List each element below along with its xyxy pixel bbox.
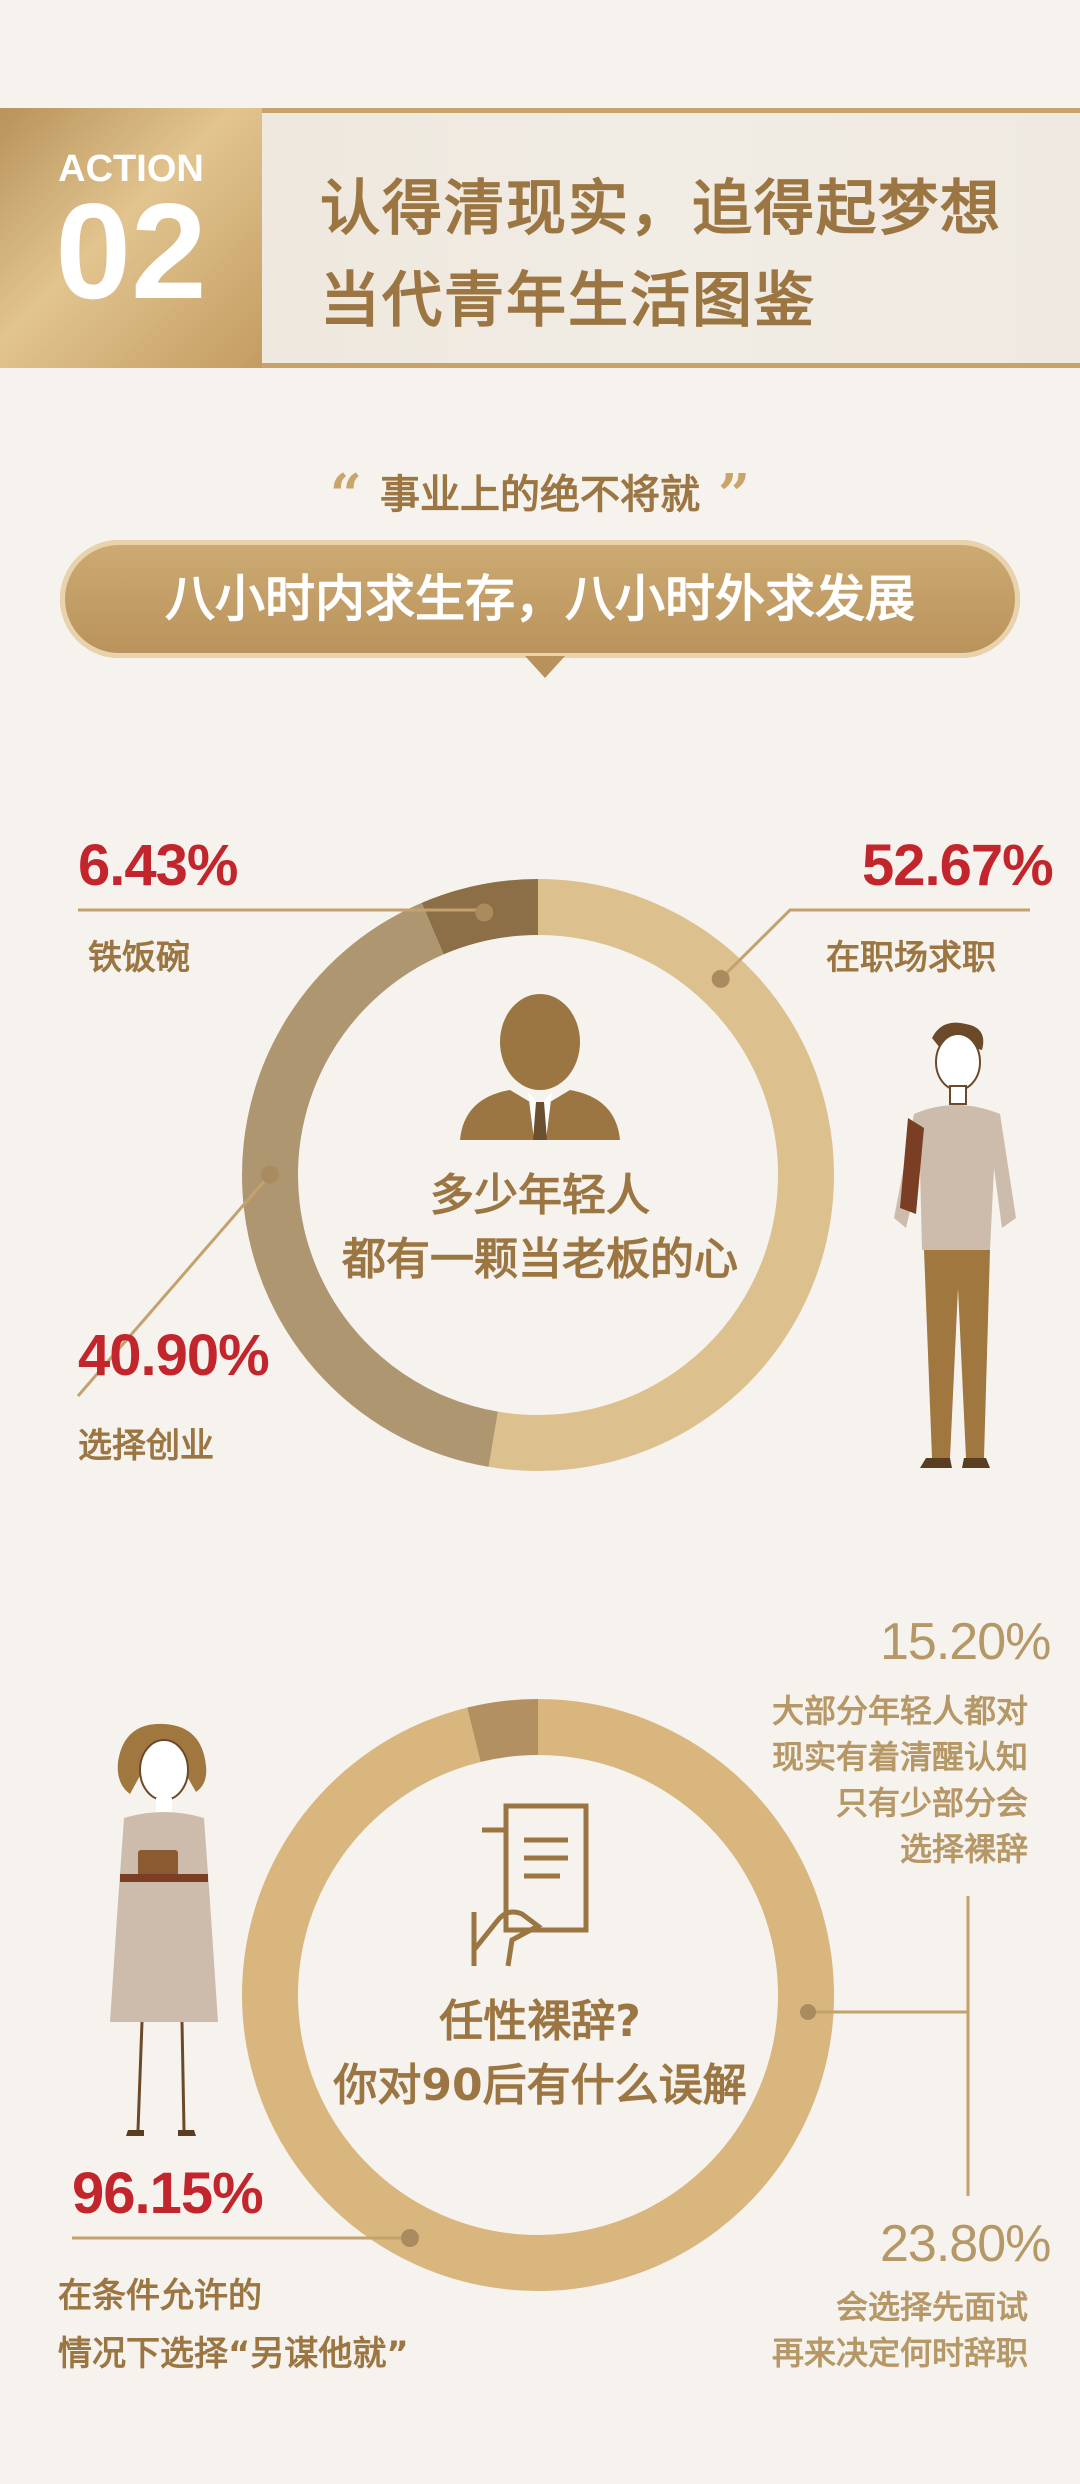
chart2-note-quit-line3: 只有少部分会 bbox=[835, 1784, 1028, 1822]
chart1-job-dot bbox=[711, 969, 730, 988]
chart2-label-line2: 情况下选择“另谋他就” bbox=[58, 2334, 409, 2374]
page-title-line2: 当代青年生活图鉴 bbox=[320, 266, 816, 336]
section-banner: 八小时内求生存，八小时外求发展 bbox=[60, 540, 1020, 658]
chart1-label-iron: 铁饭碗 bbox=[88, 938, 190, 978]
chart1-iron-dot bbox=[475, 903, 494, 922]
chart1-pct-iron: 6.43% bbox=[78, 833, 238, 898]
chart1-label-startup: 选择创业 bbox=[78, 1426, 214, 1466]
chart2-pct-other: 96.15% bbox=[72, 2161, 264, 2226]
businessman-icon bbox=[460, 994, 620, 1140]
chart2-slice-1 bbox=[467, 1699, 539, 1763]
close-quote-icon: ” bbox=[718, 462, 751, 528]
chart2-pct-quit: 15.20% bbox=[880, 1613, 1051, 1671]
chart1-startup-dot bbox=[261, 1165, 280, 1184]
chart2-note-interview-line2: 再来决定何时辞职 bbox=[771, 2334, 1028, 2372]
chart1-center-line1: 多少年轻人 bbox=[430, 1170, 650, 1221]
quote-text: 事业上的绝不将就 bbox=[380, 472, 700, 518]
open-quote-icon: “ bbox=[329, 462, 362, 528]
chart1-pct-startup: 40.90% bbox=[78, 1323, 270, 1388]
chart2-note-interview: 会选择先面试 再来决定何时辞职 bbox=[680, 2284, 1028, 2376]
chart2-note-quit-line4: 选择裸辞 bbox=[899, 1830, 1028, 1868]
chart1-slice-2 bbox=[242, 902, 498, 1467]
young-woman-illustration bbox=[110, 1723, 218, 2136]
chart2-other-dot bbox=[401, 2229, 419, 2247]
chart2-center-line2: 你对90后有什么误解 bbox=[333, 2060, 747, 2111]
chart2-note-quit-line1: 大部分年轻人都对 bbox=[771, 1692, 1028, 1730]
chart1-job-leader bbox=[719, 908, 1030, 980]
chart2-label-line1: 在条件允许的 bbox=[58, 2276, 262, 2316]
chart2-slice-0 bbox=[242, 1699, 834, 2291]
section-quote: “ 事业上的绝不将就 ” bbox=[0, 462, 1080, 528]
chart1-slice-1 bbox=[488, 879, 834, 1471]
document-hand-icon bbox=[471, 1803, 589, 1967]
page-title-line1: 认得清现实，追得起梦想 bbox=[320, 174, 1002, 244]
chart2-bracket-dot bbox=[800, 2004, 816, 2020]
chart2-pct-interview: 23.80% bbox=[880, 2215, 1051, 2273]
chart2-note-interview-line1: 会选择先面试 bbox=[835, 2288, 1028, 2326]
chart1-center-line2: 都有一颗当老板的心 bbox=[342, 1234, 738, 1285]
young-man-illustration bbox=[894, 1022, 1016, 1468]
action-label: ACTION bbox=[58, 148, 204, 190]
chart2-note-quit: 大部分年轻人都对 现实有着清醒认知 只有少部分会 选择裸辞 bbox=[680, 1688, 1028, 1872]
action-badge: ACTION 02 bbox=[0, 108, 262, 368]
chart2-note-quit-line2: 现实有着清醒认知 bbox=[771, 1738, 1028, 1776]
chart2-center-line1: 任性裸辞? bbox=[439, 1996, 641, 2047]
banner-pointer bbox=[525, 656, 565, 678]
chart1-label-job: 在职场求职 bbox=[826, 938, 996, 978]
chart1-startup-leader bbox=[76, 1173, 272, 1397]
action-number: 02 bbox=[55, 175, 207, 327]
chart1-pct-job: 52.67% bbox=[862, 833, 1054, 898]
